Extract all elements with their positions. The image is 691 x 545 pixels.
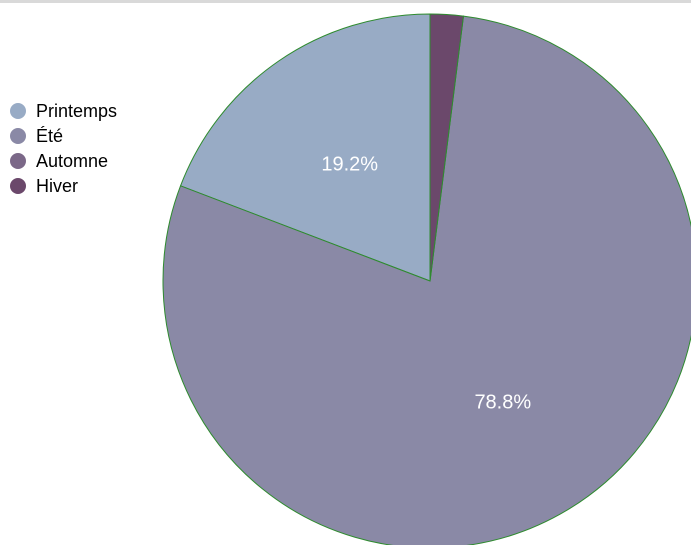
chart-legend: Printemps Été Automne Hiver bbox=[10, 97, 117, 197]
legend-swatch-printemps bbox=[10, 103, 26, 119]
legend-item-automne: Automne bbox=[10, 147, 117, 175]
legend-swatch-hiver bbox=[10, 178, 26, 194]
legend-swatch-automne bbox=[10, 153, 26, 169]
pie-data-labels: 19.2% 78.8% bbox=[321, 153, 531, 413]
data-label-printemps: 19.2% bbox=[321, 153, 378, 175]
legend-label-printemps: Printemps bbox=[36, 101, 118, 121]
legend-swatch-ete bbox=[10, 128, 26, 144]
legend-label-automne: Automne bbox=[36, 151, 109, 171]
legend-label-hiver: Hiver bbox=[36, 176, 79, 196]
legend-item-hiver: Hiver bbox=[10, 172, 117, 200]
pie-slice-printemps bbox=[179, 13, 431, 282]
pie-slice-ete bbox=[162, 15, 691, 545]
legend-label-ete: Été bbox=[36, 126, 64, 146]
pie-slice-hiver bbox=[429, 13, 465, 282]
data-label-ete: 78.8% bbox=[474, 391, 531, 413]
pie-slices bbox=[162, 13, 691, 545]
legend-item-printemps: Printemps bbox=[10, 97, 117, 125]
legend-item-ete: Été bbox=[10, 122, 117, 150]
top-divider bbox=[0, 0, 691, 3]
